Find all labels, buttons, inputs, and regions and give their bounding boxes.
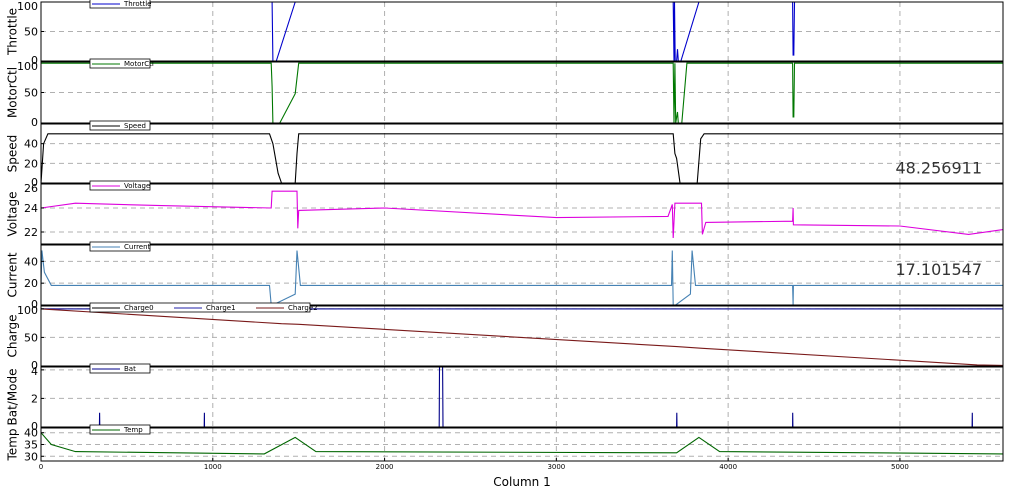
y-tick-label: 30 xyxy=(24,450,38,463)
x-axis-label: Column 1 xyxy=(493,475,550,489)
series-line-charge2 xyxy=(40,308,1004,366)
panel-4: 0 20 40 Current Current 17.101547 xyxy=(6,241,1004,311)
x-tick-label: 2000 xyxy=(376,463,394,471)
y-axis-label: Speed xyxy=(6,135,20,173)
legend-entry: MotorCtl xyxy=(124,60,154,68)
y-tick-label: 0 xyxy=(31,176,38,189)
x-tick-label: 0 xyxy=(39,463,43,471)
legend: Throttle xyxy=(89,0,151,9)
plot-area xyxy=(41,184,1003,244)
series-line-current xyxy=(40,250,1003,306)
legend-entry: Charge0 xyxy=(124,304,154,312)
legend: Bat xyxy=(89,363,151,374)
x-tick-label: 5000 xyxy=(891,463,909,471)
y-tick-label: 40 xyxy=(24,255,38,268)
value-readout: 17.101547 xyxy=(895,260,982,279)
chart-panels: 050100ThrottleThrottle050100MotorCtlMoto… xyxy=(6,0,1004,463)
y-tick-label: 2 xyxy=(31,392,38,405)
plot-area xyxy=(41,245,1003,305)
legend: Speed xyxy=(89,120,151,131)
y-tick-label: 0 xyxy=(31,420,38,433)
panel-frame xyxy=(40,305,1004,367)
y-tick-label: 100 xyxy=(17,60,38,73)
series-line-temp xyxy=(40,432,1004,455)
x-tick-label: 1000 xyxy=(204,463,222,471)
y-axis-label: Current xyxy=(6,252,20,297)
y-tick-label: 0 xyxy=(31,298,38,311)
y-tick-label: 4 xyxy=(31,365,38,378)
y-axis-label: MotorCtl xyxy=(6,67,20,118)
y-tick-label: 22 xyxy=(24,226,38,239)
x-tick-label: 3000 xyxy=(547,463,565,471)
legend: Voltage xyxy=(89,180,151,191)
x-axis: 0 1000 2000 3000 4000 5000 xyxy=(39,458,909,471)
value-readout: 48.256911 xyxy=(895,159,982,178)
y-axis-label: Temp xyxy=(6,429,20,462)
panel-frame xyxy=(40,366,1004,428)
y-tick-label: 50 xyxy=(24,26,38,39)
panel-frame xyxy=(40,244,1004,306)
y-axis-label: Throttle xyxy=(6,8,20,56)
y-axis-label: Bat/Mode xyxy=(6,368,20,425)
panel-3: 22 24 26 Voltage Voltage xyxy=(6,180,1004,245)
y-tick-label: 50 xyxy=(24,331,38,344)
legend: Charge0 Charge1 Charge2 xyxy=(89,302,318,313)
y-tick-label: 40 xyxy=(24,427,38,440)
panel-frame xyxy=(40,183,1004,245)
legend-entry: Throttle xyxy=(123,0,151,8)
y-tick-label: 0 xyxy=(31,116,38,129)
y-tick-label: 40 xyxy=(24,138,38,151)
y-tick-label: 20 xyxy=(24,277,38,290)
y-tick-label: 0 xyxy=(31,54,38,67)
legend-entry: Charge2 xyxy=(288,304,318,312)
y-tick-label: 35 xyxy=(24,439,38,452)
y-tick-label: 0 xyxy=(31,359,38,372)
legend-entry: Charge1 xyxy=(206,304,236,312)
y-axis-label: Charge xyxy=(6,314,20,357)
legend-entry: Speed xyxy=(124,122,146,130)
y-tick-label: 100 xyxy=(17,0,38,13)
x-tick-label: 4000 xyxy=(719,463,737,471)
y-tick-label: 20 xyxy=(24,157,38,170)
legend-entry: Bat xyxy=(124,365,136,373)
plot-area xyxy=(41,306,1003,366)
plot-area xyxy=(41,367,1003,427)
panel-frame xyxy=(40,123,1004,184)
plot-area xyxy=(41,124,1003,183)
legend-entry: Temp xyxy=(123,426,143,434)
y-tick-label: 26 xyxy=(24,182,38,195)
panel-6: 0 2 4 Bat/Mode Bat xyxy=(6,363,1004,433)
y-axis-label: Voltage xyxy=(6,191,20,236)
legend-entry: Current xyxy=(124,243,151,251)
y-tick-label: 50 xyxy=(24,87,38,100)
panel-2: 0 20 40 Speed Speed 48.256911 xyxy=(6,120,1004,189)
y-tick-label: 100 xyxy=(17,304,38,317)
legend: MotorCtl xyxy=(89,58,154,69)
series-line-speed xyxy=(40,133,1003,184)
legend-entry: Voltage xyxy=(124,182,150,190)
series-line-voltage xyxy=(40,190,1004,239)
legend: Temp xyxy=(89,424,151,435)
legend: Current xyxy=(89,241,151,252)
y-tick-label: 24 xyxy=(24,202,38,215)
